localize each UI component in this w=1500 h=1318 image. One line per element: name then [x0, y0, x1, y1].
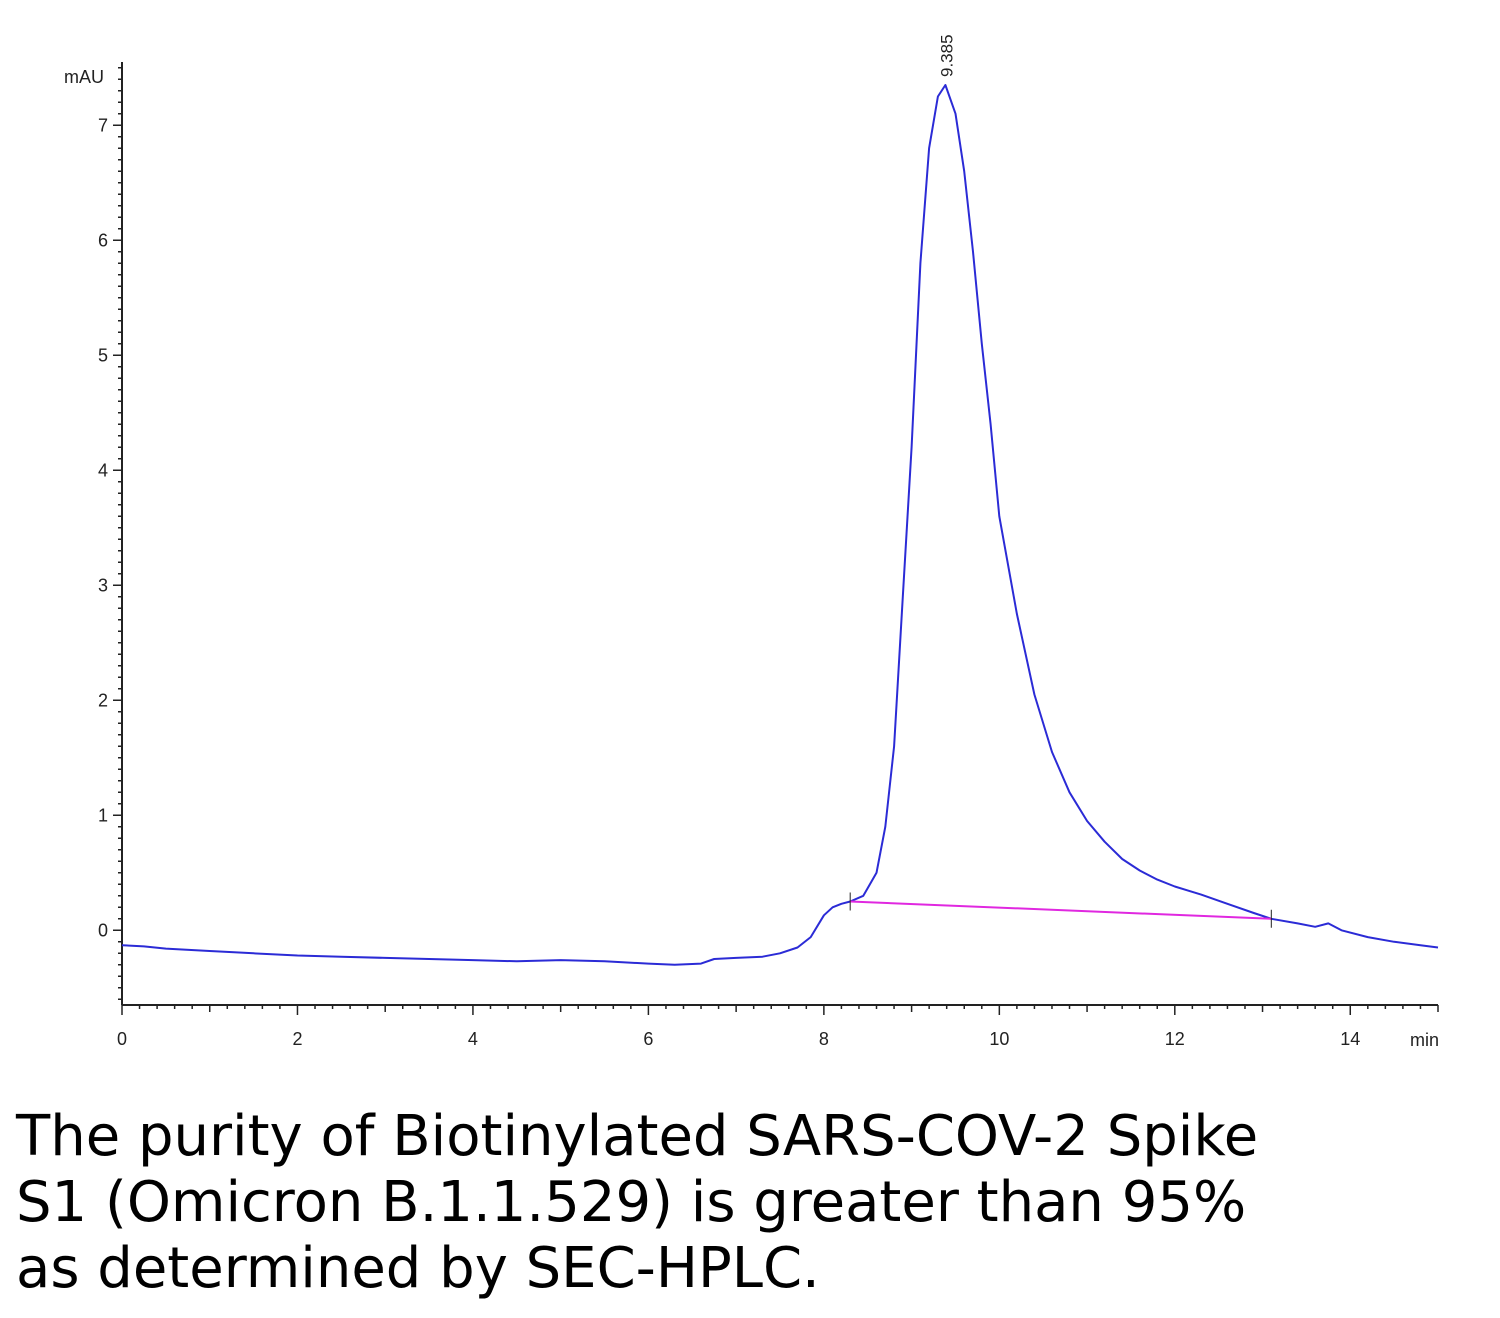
baseline-integration-line: [850, 900, 1272, 920]
y-tick-label: 5: [98, 345, 108, 365]
y-tick-label: 6: [98, 230, 108, 250]
figure-caption: The purity of Biotinylated SARS-COV-2 Sp…: [16, 1104, 1316, 1302]
caption-line-1: The purity of Biotinylated SARS-COV-2 Sp…: [16, 1104, 1259, 1169]
caption-line-2: S1 (Omicron B.1.1.529) is greater than 9…: [16, 1170, 1247, 1235]
x-tick-label: 10: [989, 1029, 1009, 1049]
x-axis-unit-label: min: [1410, 1030, 1439, 1050]
y-tick-label: 4: [98, 460, 108, 480]
x-tick-label: 8: [819, 1029, 829, 1049]
x-tick-label: 12: [1165, 1029, 1185, 1049]
x-tick-label: 6: [643, 1029, 653, 1049]
x-tick-label: 4: [468, 1029, 478, 1049]
series-group: [121, 84, 1439, 966]
y-tick-label: 2: [98, 690, 108, 710]
y-tick-label: 3: [98, 575, 108, 595]
x-tick-label: 14: [1340, 1029, 1360, 1049]
y-axis-unit-label: mAU: [64, 67, 104, 87]
x-tick-label: 2: [292, 1029, 302, 1049]
chromatogram-trace: [121, 84, 1439, 966]
y-tick-label: 0: [98, 920, 108, 940]
caption-line-3: as determined by SEC-HPLC.: [16, 1236, 820, 1301]
peak-retention-time-label: 9.385: [937, 34, 956, 77]
y-tick-label: 7: [98, 115, 108, 135]
y-tick-label: 1: [98, 805, 108, 825]
axis-ticks: [113, 67, 1439, 1015]
x-tick-label: 0: [117, 1029, 127, 1049]
